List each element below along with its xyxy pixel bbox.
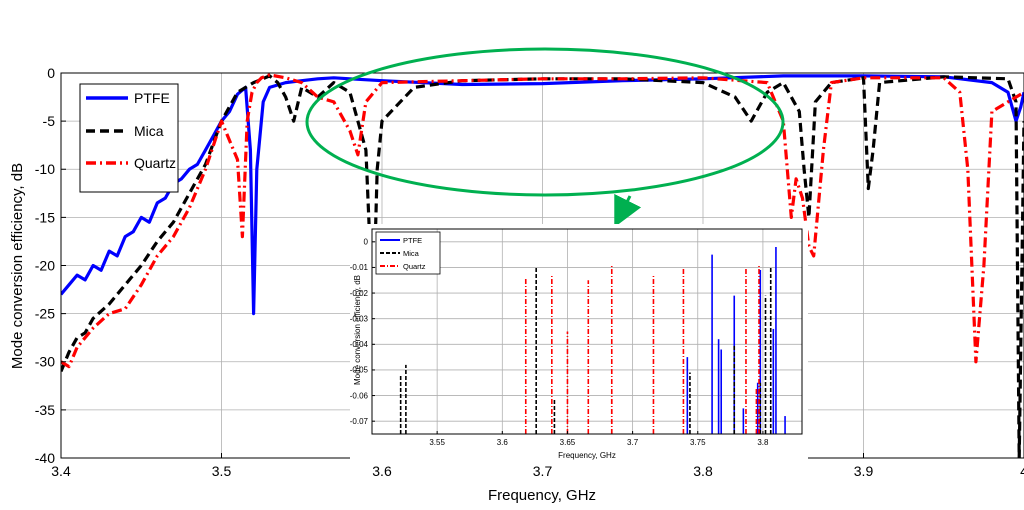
inset-y-tick-label: -0.07 bbox=[350, 417, 369, 426]
zoom-arrow bbox=[614, 193, 642, 228]
main-legend-label-mica: Mica bbox=[134, 123, 164, 139]
main-y-axis-label: Mode conversion efficiency, dB bbox=[9, 163, 26, 369]
inset-x-tick-label: 3.8 bbox=[757, 438, 769, 447]
inset-x-tick-label: 3.65 bbox=[560, 438, 576, 447]
highlight-ellipse bbox=[305, 47, 785, 197]
inset-legend-label-ptfe: PTFE bbox=[403, 236, 422, 245]
main-x-tick-label: 3.8 bbox=[693, 463, 713, 479]
main-legend-label-ptfe: PTFE bbox=[134, 90, 170, 106]
main-legend: PTFE Mica Quartz bbox=[79, 83, 179, 193]
main-y-tick-label: -40 bbox=[35, 450, 55, 466]
main-x-tick-label: 3.6 bbox=[372, 463, 392, 479]
inset-y-tick-label: -0.02 bbox=[350, 289, 369, 298]
inset-x-axis-label: Frequency, GHz bbox=[558, 451, 616, 460]
main-x-tick-label: 3.9 bbox=[854, 463, 874, 479]
inset-y-axis-label: Mode conversion efficiency, dB bbox=[353, 275, 362, 385]
inset-x-tick-label: 3.7 bbox=[627, 438, 639, 447]
inset-y-ticks: 0 -0.01 -0.02 -0.03 -0.04 -0.05 -0.06 -0.07 bbox=[350, 238, 375, 426]
main-x-axis-label: Frequency, GHz bbox=[488, 487, 596, 504]
inset-plot-frame bbox=[371, 228, 803, 435]
inset-x-tick-label: 3.6 bbox=[497, 438, 509, 447]
inset-y-tick-label: -0.03 bbox=[350, 314, 369, 323]
main-y-ticks: 0 -5 -10 -15 -20 -25 -30 -35 -40 bbox=[35, 65, 66, 466]
main-x-tick-label: 3.5 bbox=[212, 463, 232, 479]
inset-plot-area bbox=[372, 229, 802, 434]
inset-y-tick-label: -0.05 bbox=[350, 366, 369, 375]
main-y-tick-label: -15 bbox=[35, 209, 55, 225]
inset-y-tick-label: -0.06 bbox=[350, 391, 369, 400]
inset-legend-label-quartz: Quartz bbox=[403, 262, 426, 271]
main-x-tick-label: 3.7 bbox=[533, 463, 553, 479]
main-y-tick-label: -20 bbox=[35, 257, 55, 273]
main-series bbox=[61, 73, 1024, 458]
inset-y-tick-label: 0 bbox=[364, 238, 369, 247]
main-series-quartz bbox=[61, 73, 1024, 369]
main-y-tick-label: -10 bbox=[35, 161, 55, 177]
inset-x-ticks: 3.55 3.6 3.65 3.7 3.75 3.8 bbox=[429, 431, 769, 447]
main-x-tick-label: 3.4 bbox=[51, 463, 71, 479]
inset-x-tick-label: 3.75 bbox=[690, 438, 706, 447]
inset-legend: PTFE Mica Quartz bbox=[375, 231, 441, 275]
inset-chart: 3.55 3.6 3.65 3.7 3.75 3.8 0 -0.01 -0.02 -0.03 -0… bbox=[350, 224, 808, 462]
main-x-tick-label: 4 bbox=[1020, 463, 1024, 479]
inset-series bbox=[399, 246, 786, 434]
main-legend-label-quartz: Quartz bbox=[134, 155, 176, 171]
main-y-tick-label: -5 bbox=[43, 113, 56, 129]
main-y-tick-label: -25 bbox=[35, 306, 55, 322]
inset-y-tick-label: -0.01 bbox=[350, 263, 369, 272]
inset-y-tick-label: -0.04 bbox=[350, 340, 369, 349]
main-y-tick-label: -35 bbox=[35, 402, 55, 418]
main-y-tick-label: -30 bbox=[35, 354, 55, 370]
inset-legend-label-mica: Mica bbox=[403, 249, 420, 258]
main-x-ticks: 3.4 3.5 3.6 3.7 3.8 3.9 4 bbox=[51, 453, 1024, 479]
main-legend-box bbox=[79, 83, 179, 193]
inset-x-tick-label: 3.55 bbox=[429, 438, 445, 447]
main-y-tick-label: 0 bbox=[47, 65, 55, 81]
